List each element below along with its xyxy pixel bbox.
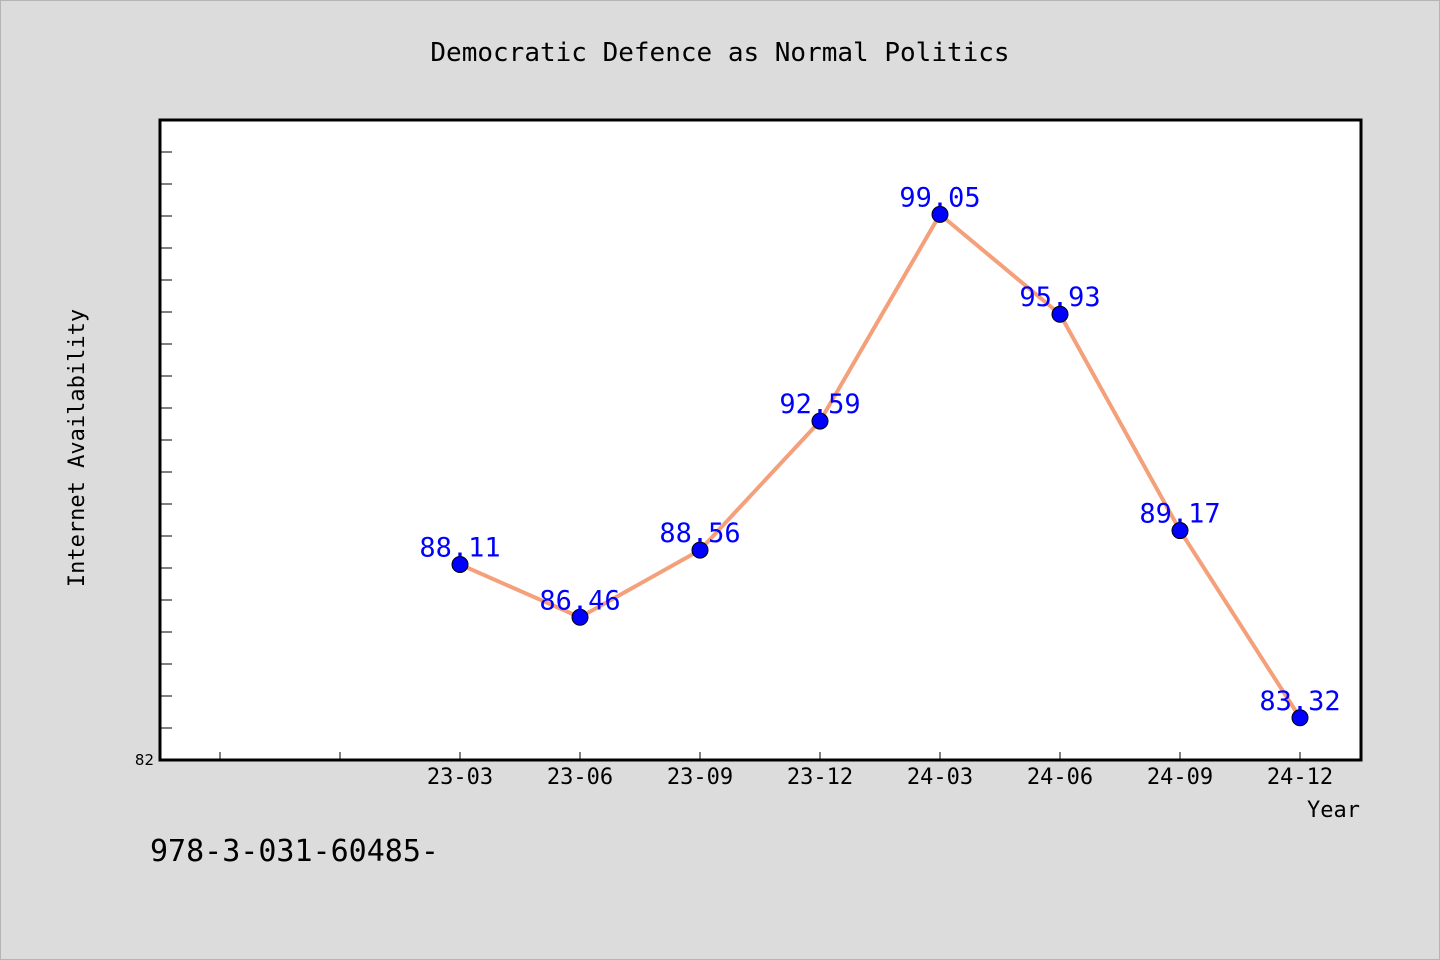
x-tick-labels: 23-03 23-06 23-09 23-12 24-03 24-06 24-09 24-12 xyxy=(427,765,1333,790)
data-point xyxy=(931,205,949,223)
data-point xyxy=(1051,305,1069,323)
plot-area xyxy=(158,118,1363,762)
x-tick-label: 23-06 xyxy=(547,765,613,790)
x-tick-label: 23-12 xyxy=(787,765,853,790)
data-label: 89.17 xyxy=(1139,499,1220,530)
data-label: 92.59 xyxy=(779,389,860,420)
data-point xyxy=(451,555,469,573)
footer-isbn: 978-3-031-60485- xyxy=(150,834,439,869)
x-axis-label: Year xyxy=(1307,798,1360,823)
data-label: 95.93 xyxy=(1019,282,1100,313)
x-tick-label: 23-09 xyxy=(667,765,733,790)
chart-title: Democratic Defence as Normal Politics xyxy=(430,38,1009,68)
x-tick-label: 24-09 xyxy=(1147,765,1213,790)
data-point xyxy=(571,608,589,626)
data-point xyxy=(1291,709,1309,727)
data-point xyxy=(811,412,829,430)
series-lines xyxy=(459,212,1302,719)
axis-ticks xyxy=(160,151,1301,760)
data-markers xyxy=(451,205,1309,727)
y-tick-labels: 82 xyxy=(135,751,154,769)
x-tick-label: 24-06 xyxy=(1027,765,1093,790)
data-label: 88.11 xyxy=(419,532,500,563)
x-tick-label: 23-03 xyxy=(427,765,493,790)
x-tick-label: 24-03 xyxy=(907,765,973,790)
data-label: 86.46 xyxy=(539,585,620,616)
series-line xyxy=(459,212,1302,719)
data-labels: 88.11 86.46 88.56 92.59 99.05 95.93 89.17 83.32 xyxy=(419,182,1340,716)
data-label: 83.32 xyxy=(1259,686,1340,717)
data-point xyxy=(691,541,709,559)
data-label: 99.05 xyxy=(899,182,980,213)
data-point xyxy=(1171,522,1189,540)
x-tick-label: 24-12 xyxy=(1267,765,1333,790)
data-label: 88.56 xyxy=(659,518,740,549)
y-axis-label: Internet Availability xyxy=(65,309,90,587)
y-tick-label: 82 xyxy=(135,751,154,769)
